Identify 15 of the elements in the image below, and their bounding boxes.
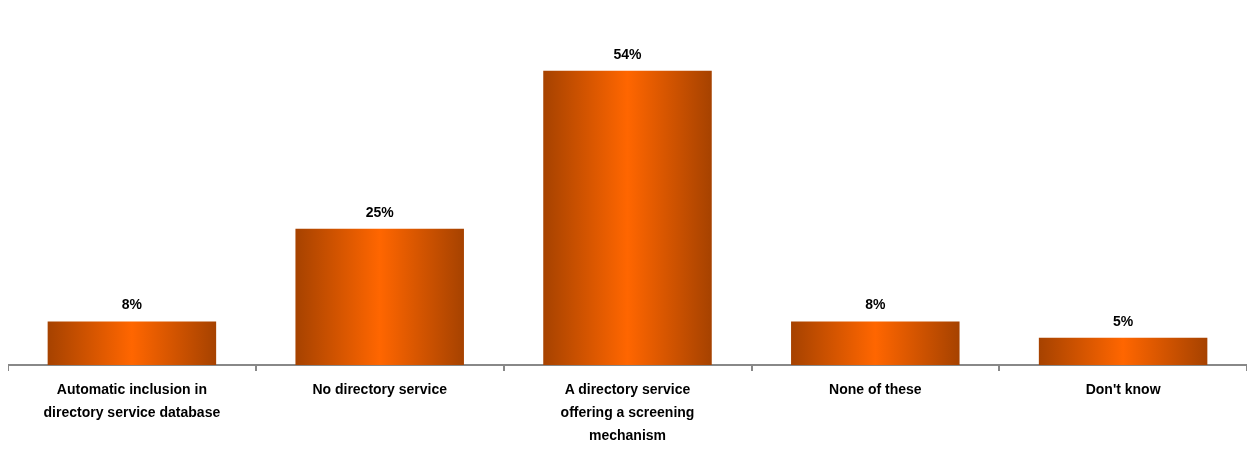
bar bbox=[1038, 337, 1208, 365]
data-label: 5% bbox=[1112, 312, 1134, 329]
bar bbox=[47, 321, 217, 365]
bar bbox=[543, 70, 712, 365]
x-tick-label: No directory service bbox=[312, 380, 448, 397]
x-tick-label: A directory service offering a screening mechanism bbox=[560, 380, 695, 443]
bar bbox=[295, 228, 464, 365]
data-label: 25% bbox=[365, 203, 395, 220]
data-label: 8% bbox=[865, 296, 886, 313]
bar bbox=[791, 321, 960, 365]
x-tick-label: None of these bbox=[829, 380, 922, 397]
x-tick-label: Don't know bbox=[1085, 380, 1161, 397]
data-label: 8% bbox=[121, 296, 143, 313]
data-label: 54% bbox=[613, 45, 643, 62]
x-tick-label: Automatic inclusion in directory service database bbox=[43, 380, 221, 420]
